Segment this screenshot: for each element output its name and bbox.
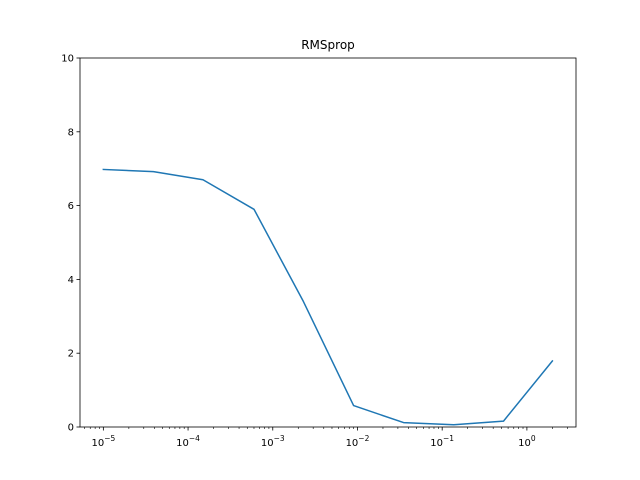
x-tick-exponent: 0 bbox=[531, 434, 536, 443]
x-tick-exponent: −2 bbox=[358, 434, 369, 443]
x-tick-mantissa: 10 bbox=[91, 438, 104, 449]
x-tick-exponent: −5 bbox=[104, 434, 115, 443]
axes-frame bbox=[79, 57, 577, 428]
x-tick-mantissa: 10 bbox=[261, 438, 274, 449]
y-tick-label: 2 bbox=[68, 349, 74, 360]
x-tick-mantissa: 10 bbox=[518, 438, 531, 449]
x-tick-exponent: −1 bbox=[443, 434, 454, 443]
x-tick-label: 100 bbox=[518, 434, 536, 449]
chart-title: RMSprop bbox=[301, 38, 355, 52]
y-tick-label: 4 bbox=[68, 275, 74, 286]
x-tick-exponent: −3 bbox=[274, 434, 285, 443]
y-tick-label: 8 bbox=[68, 127, 74, 138]
x-tick-exponent: −4 bbox=[189, 434, 200, 443]
x-tick-label: 10−4 bbox=[176, 434, 200, 449]
x-axis: 10−5 10−4 10−3 10−2 10−1 100 bbox=[84, 427, 568, 449]
y-tick-label: 10 bbox=[61, 54, 74, 65]
x-tick-mantissa: 10 bbox=[430, 438, 443, 449]
x-tick-mantissa: 10 bbox=[346, 438, 359, 449]
plot-area bbox=[102, 168, 554, 426]
series-line bbox=[102, 168, 554, 426]
x-tick-label: 10−3 bbox=[261, 434, 285, 449]
x-tick-label: 10−5 bbox=[91, 434, 115, 449]
x-tick-label: 10−1 bbox=[430, 434, 454, 449]
y-tick-label: 6 bbox=[68, 201, 74, 212]
y-axis: 0 2 4 6 8 10 bbox=[61, 54, 80, 434]
x-tick-mantissa: 10 bbox=[176, 438, 189, 449]
y-tick-label: 0 bbox=[68, 423, 74, 434]
x-tick-label: 10−2 bbox=[346, 434, 370, 449]
